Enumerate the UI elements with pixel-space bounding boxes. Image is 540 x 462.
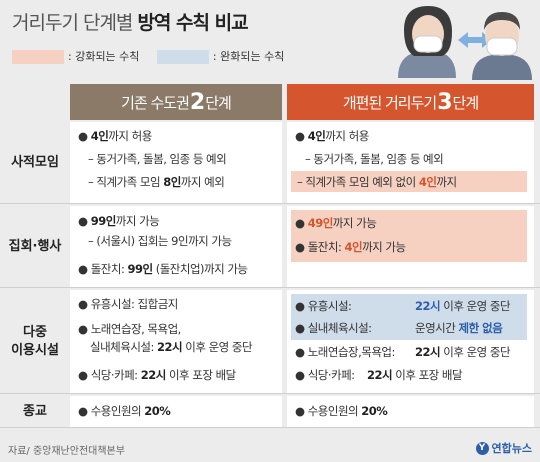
list-item: – 직계가족 모임 8인까지 예외	[88, 175, 225, 189]
legend-relaxed: : 완화되는 수칙	[156, 48, 284, 64]
list-item-value: 22시 이후 포장 배달	[367, 368, 463, 382]
list-item: ● 유흥시설:	[295, 299, 352, 313]
header-revised-level3: 개편된 거리두기 3 단계	[287, 84, 534, 120]
row-label: 집회·행사	[8, 238, 62, 254]
legend-swatch-strengthened	[12, 50, 64, 64]
row-label: 사적모임	[11, 154, 59, 170]
cell-revised: ● 수용인원의 20%	[287, 396, 534, 427]
list-item: ● 식당·카페:	[295, 368, 355, 382]
list-item: ● 수용인원의 20%	[78, 404, 171, 418]
list-item: ● 실내체육시설:	[295, 321, 372, 335]
list-item-value: 22시 이후 운영 중단	[415, 299, 511, 313]
legend: : 강화되는 수칙 : 완화되는 수칙	[12, 48, 298, 64]
legend-swatch-relaxed	[156, 50, 209, 64]
yonhap-logo: Y 연합뉴스	[475, 440, 532, 456]
highlight-relaxed	[291, 294, 527, 340]
list-item: 실내체육시설: 22시 이후 운영 중단	[90, 340, 253, 354]
page-title: 거리두기 단계별 방역 수칙 비교	[12, 12, 249, 34]
list-item: ● 수용인원의 20%	[295, 404, 388, 418]
list-item: ● 돌잔치: 4인까지 가능	[295, 240, 406, 254]
cell-previous: ● 99인까지 가능 – (서울시) 집회는 9인까지 가능 ● 돌잔치: 99…	[70, 206, 282, 287]
list-item: – 직계가족 모임 예외 없이 4인까지	[297, 175, 457, 189]
list-item: ● 노래연습장, 목욕업,	[78, 322, 181, 336]
list-item: – (서울시) 집회는 9인까지 가능	[88, 234, 232, 248]
source-note: 자료/ 중앙재난안전대책본부	[8, 446, 125, 457]
cell-previous: ● 유흥시설: 집합금지 ● 노래연습장, 목욕업, 실내체육시설: 22시 이…	[70, 290, 282, 393]
list-item: ● 돌잔치: 99인 (돌잔치업)까지 가능	[78, 262, 248, 276]
list-item-value: 22시 이후 운영 중단	[415, 345, 511, 359]
list-item: ● 식당·카페: 22시 이후 포장 배달	[78, 368, 236, 382]
row-private-gathering: 사적모임 ● 4인까지 허용 – 동거가족, 돌봄, 임종 등 예외 – 직계가…	[0, 122, 540, 204]
list-item-value: 운영시간 제한 없음	[415, 321, 503, 335]
legend-strengthened: : 강화되는 수칙	[12, 48, 139, 64]
yonhap-logo-icon: Y	[475, 441, 489, 455]
people-masks-illustration	[398, 6, 532, 80]
cell-revised: ● 49인까지 가능 ● 돌잔치: 4인까지 가능	[287, 206, 534, 287]
cell-revised: ● 4인까지 허용 – 동거가족, 돌봄, 임종 등 예외 – 직계가족 모임 …	[287, 122, 534, 203]
list-item: – 동거가족, 돌봄, 임종 등 예외	[305, 152, 444, 166]
header-previous-level2: 기존 수도권 2 단계	[70, 84, 282, 120]
row-assembly-event: 집회·행사 ● 99인까지 가능 – (서울시) 집회는 9인까지 가능 ● 돌…	[0, 206, 540, 288]
row-label: 다중 이용시설	[11, 324, 59, 358]
list-item: ● 노래연습장,목욕업:	[295, 345, 395, 359]
list-item: ● 4인까지 허용	[295, 129, 369, 143]
cell-previous: ● 수용인원의 20%	[70, 396, 282, 427]
cell-revised: ● 유흥시설: 22시 이후 운영 중단 ● 실내체육시설: 운영시간 제한 없…	[287, 290, 534, 393]
row-multi-use-facilities: 다중 이용시설 ● 유흥시설: 집합금지 ● 노래연습장, 목욕업, 실내체육시설…	[0, 290, 540, 394]
list-item: – 동거가족, 돌봄, 임종 등 예외	[88, 152, 227, 166]
list-item: ● 49인까지 가능	[295, 216, 377, 230]
row-religion: 종교 ● 수용인원의 20% ● 수용인원의 20%	[0, 396, 540, 428]
list-item: ● 99인까지 가능	[78, 214, 160, 228]
highlight-strengthened	[291, 210, 527, 262]
row-label: 종교	[23, 403, 47, 419]
cell-previous: ● 4인까지 허용 – 동거가족, 돌봄, 임종 등 예외 – 직계가족 모임 …	[70, 122, 282, 203]
list-item: ● 유흥시설: 집합금지	[78, 297, 178, 311]
list-item: ● 4인까지 허용	[78, 129, 152, 143]
highlight-strengthened	[291, 171, 527, 192]
